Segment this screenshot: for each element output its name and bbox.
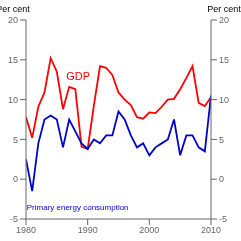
svg-text:5: 5 — [13, 135, 18, 145]
svg-text:0: 0 — [13, 174, 18, 184]
svg-text:GDP: GDP — [66, 70, 90, 82]
svg-text:1980: 1980 — [16, 225, 36, 235]
svg-text:Per cent: Per cent — [8, 4, 30, 14]
svg-text:Primary energy consumption: Primary energy consumption — [27, 203, 129, 212]
svg-text:0: 0 — [219, 174, 224, 184]
svg-text:15: 15 — [219, 55, 229, 65]
svg-text:20: 20 — [219, 15, 229, 25]
svg-text:15: 15 — [8, 55, 18, 65]
svg-text:Per cent: Per cent — [207, 4, 233, 14]
svg-text:2010: 2010 — [201, 225, 221, 235]
svg-text:1990: 1990 — [78, 225, 98, 235]
svg-text:5: 5 — [219, 135, 224, 145]
svg-text:-5: -5 — [219, 214, 227, 224]
svg-text:10: 10 — [219, 95, 229, 105]
svg-text:2000: 2000 — [139, 225, 159, 235]
svg-text:20: 20 — [8, 15, 18, 25]
svg-text:-5: -5 — [10, 214, 18, 224]
svg-text:10: 10 — [8, 95, 18, 105]
